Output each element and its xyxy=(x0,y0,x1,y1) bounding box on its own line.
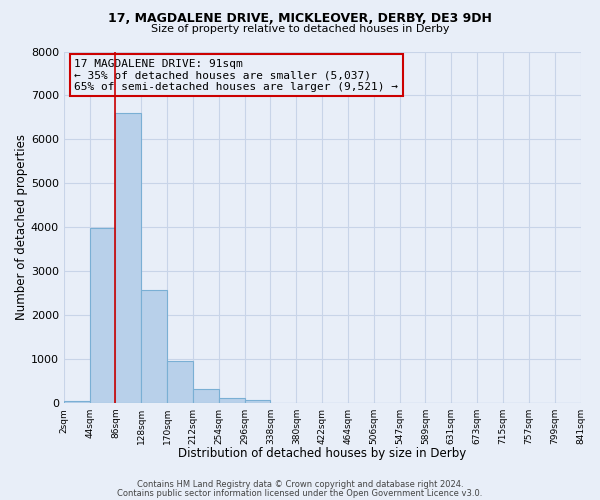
X-axis label: Distribution of detached houses by size in Derby: Distribution of detached houses by size … xyxy=(178,447,466,460)
Bar xyxy=(64,400,89,403)
Bar xyxy=(245,400,271,403)
Bar xyxy=(141,290,167,403)
Bar xyxy=(115,113,141,403)
Text: Size of property relative to detached houses in Derby: Size of property relative to detached ho… xyxy=(151,24,449,34)
Text: 17, MAGDALENE DRIVE, MICKLEOVER, DERBY, DE3 9DH: 17, MAGDALENE DRIVE, MICKLEOVER, DERBY, … xyxy=(108,12,492,26)
Bar xyxy=(219,398,245,403)
Bar xyxy=(193,389,219,403)
Text: 17 MAGDALENE DRIVE: 91sqm
← 35% of detached houses are smaller (5,037)
65% of se: 17 MAGDALENE DRIVE: 91sqm ← 35% of detac… xyxy=(74,58,398,92)
Text: Contains HM Land Registry data © Crown copyright and database right 2024.: Contains HM Land Registry data © Crown c… xyxy=(137,480,463,489)
Text: Contains public sector information licensed under the Open Government Licence v3: Contains public sector information licen… xyxy=(118,488,482,498)
Bar xyxy=(89,228,115,403)
Bar xyxy=(167,361,193,403)
Y-axis label: Number of detached properties: Number of detached properties xyxy=(15,134,28,320)
